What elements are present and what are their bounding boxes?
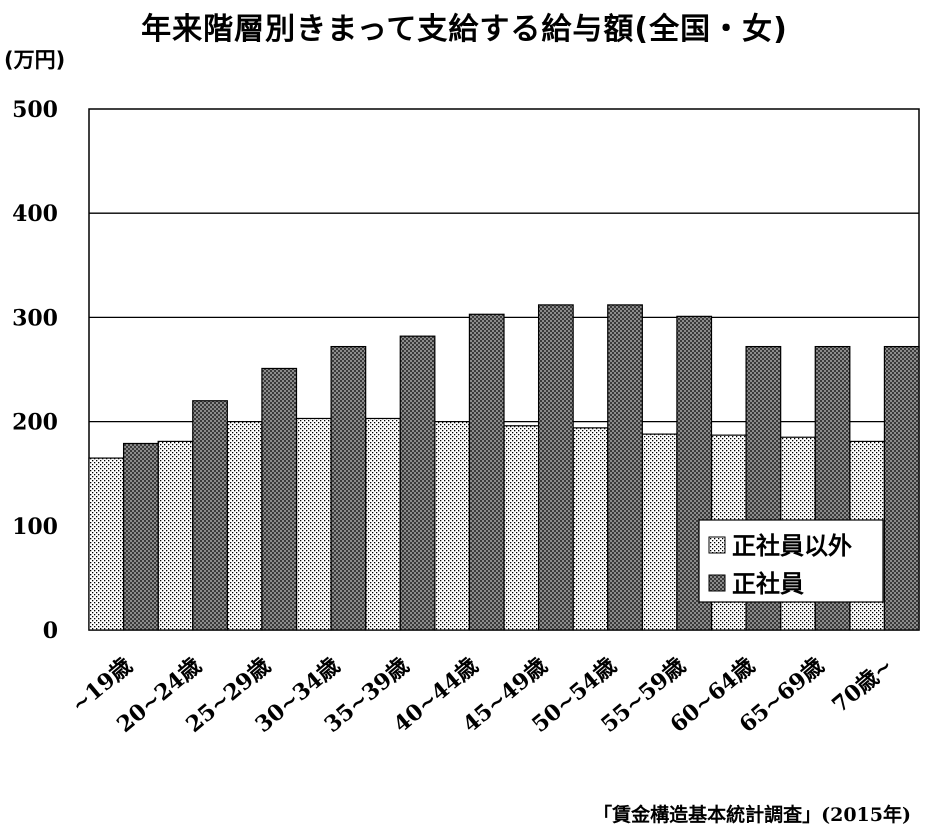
legend-label-regular: 正社員 <box>732 570 804 598</box>
x-axis-ticks: ~19歳20~24歳25~29歳30~34歳35~39歳40~44歳45~49歳… <box>66 653 898 738</box>
bar-regular <box>399 335 436 631</box>
bar-regular <box>468 313 505 631</box>
y-tick-label: 400 <box>12 201 58 227</box>
bar-regular <box>537 304 574 631</box>
y-tick-label: 300 <box>12 305 58 331</box>
bar-regular <box>122 442 159 631</box>
bar-non-regular <box>641 433 678 631</box>
bar-non-regular <box>572 427 609 631</box>
chart-title: 年来階層別きまって支給する給与額(全国・女) <box>141 12 788 47</box>
legend: 正社員以外 正社員 <box>698 519 884 603</box>
legend-swatch-non-regular <box>708 536 726 554</box>
bar-non-regular <box>88 457 125 631</box>
bar-non-regular <box>503 425 540 631</box>
y-axis-unit-label: (万円) <box>4 48 66 72</box>
bar-regular <box>330 345 367 631</box>
legend-label-non-regular: 正社員以外 <box>732 532 852 560</box>
bar-non-regular <box>226 421 263 631</box>
bar-non-regular <box>157 440 194 631</box>
y-tick-label: 0 <box>43 618 58 644</box>
x-tick-label: 70歳~ <box>827 653 898 719</box>
bar-non-regular <box>365 417 401 631</box>
bar-non-regular <box>434 421 471 631</box>
source-note: 「賃金構造基本統計調査」(2015年) <box>593 804 911 826</box>
bar-regular <box>883 345 920 631</box>
bar-non-regular <box>295 417 332 631</box>
y-axis-ticks: 0 100 200 300 400 500 <box>12 97 58 644</box>
y-tick-label: 200 <box>12 410 58 436</box>
bar-regular <box>192 400 228 631</box>
y-tick-label: 100 <box>12 514 58 540</box>
legend-swatch-regular <box>708 574 726 592</box>
bar-regular <box>607 304 643 631</box>
y-tick-label: 500 <box>12 97 58 123</box>
bar-regular <box>261 367 298 631</box>
legend-box <box>698 519 884 603</box>
